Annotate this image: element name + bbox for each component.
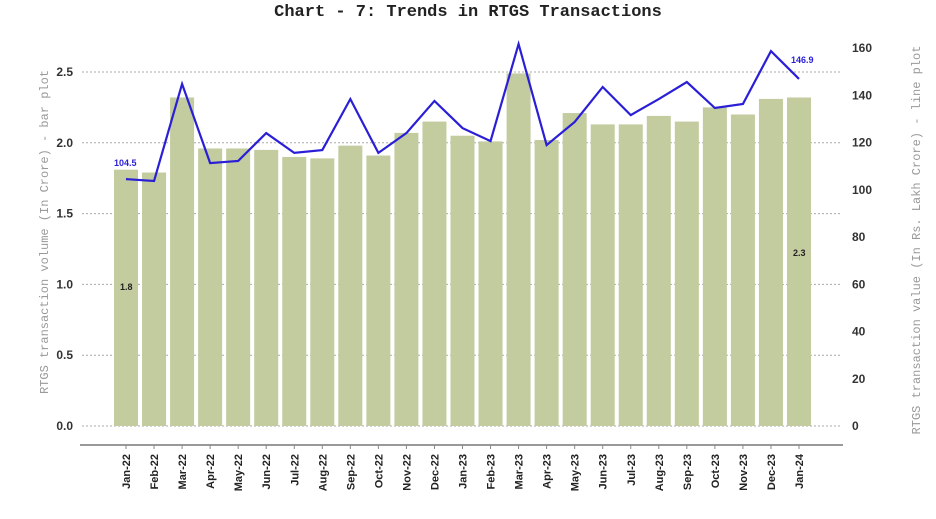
left-tick-label: 1.5 <box>56 207 73 221</box>
left-tick-label: 1.0 <box>56 277 73 291</box>
left-tick-label: 2.0 <box>56 136 73 150</box>
left-axis-ticks: 0.0 0.5 1.0 1.5 2.0 2.5 <box>56 65 73 433</box>
x-tick-label: Dec-23 <box>766 454 778 490</box>
x-tick-label: Mar-22 <box>177 454 189 489</box>
right-axis-ticks: 0 20 40 60 80 100 120 140 160 <box>852 41 872 433</box>
bar-Aug-23 <box>646 115 671 427</box>
x-tick-label: Feb-23 <box>486 454 498 489</box>
bar-Nov-23 <box>730 114 755 426</box>
bar-Jul-22 <box>282 156 307 426</box>
right-tick-label: 140 <box>852 88 872 102</box>
data-label: 2.3 <box>793 248 806 258</box>
x-tick-label: Apr-22 <box>205 454 217 489</box>
x-tick-label: Sep-23 <box>682 454 694 490</box>
bar-Jan-22 <box>114 169 138 427</box>
x-tick-label: Jan-22 <box>121 454 133 489</box>
bar-Sep-22 <box>338 145 363 426</box>
right-tick-label: 160 <box>852 41 872 55</box>
x-tick-label: Jun-23 <box>598 454 610 489</box>
bar-Jul-23 <box>618 124 643 426</box>
bar-Aug-22 <box>310 158 335 426</box>
bar-Jan-23 <box>450 135 475 426</box>
bar-May-22 <box>226 148 251 427</box>
bar-Nov-22 <box>394 132 419 426</box>
bar-Dec-22 <box>422 121 447 426</box>
right-tick-label: 60 <box>852 277 866 291</box>
bar-Dec-23 <box>758 98 783 427</box>
bar-Jun-23 <box>590 124 615 426</box>
bar-Feb-23 <box>478 141 503 426</box>
x-tick-label: Dec-22 <box>429 454 441 490</box>
bar-Feb-22 <box>142 172 167 426</box>
x-tick-label: Apr-23 <box>542 454 554 489</box>
bar-Oct-23 <box>702 107 727 427</box>
right-tick-label: 40 <box>852 325 866 339</box>
x-tick-label: Mar-23 <box>514 454 526 489</box>
right-tick-label: 100 <box>852 183 872 197</box>
x-tick-label: May-23 <box>570 454 582 491</box>
x-tick-label: Feb-22 <box>149 454 161 489</box>
bar-May-23 <box>562 113 587 427</box>
data-label: 1.8 <box>120 282 133 292</box>
x-tick-label: Jul-22 <box>289 454 301 486</box>
right-tick-label: 20 <box>852 372 866 386</box>
data-labels: 104.5 146.9 1.8 2.3 <box>114 55 814 292</box>
left-tick-label: 0.5 <box>56 348 73 362</box>
bar-Jun-22 <box>254 149 279 426</box>
bar-Apr-22 <box>198 148 223 427</box>
x-tick-label: Oct-23 <box>710 454 722 488</box>
right-tick-label: 80 <box>852 230 866 244</box>
x-tick-label: Aug-22 <box>317 454 329 491</box>
x-tick-label: Sep-22 <box>345 454 357 490</box>
x-tick-label: Jan-24 <box>794 453 806 489</box>
left-tick-label: 2.5 <box>56 65 73 79</box>
chart-title: Chart - 7: Trends in RTGS Transactions <box>274 3 662 22</box>
right-tick-label: 120 <box>852 136 872 150</box>
bar-Sep-23 <box>674 121 699 426</box>
x-tick-label: Nov-22 <box>401 454 413 491</box>
right-tick-label: 0 <box>852 419 859 433</box>
bar-Mar-22 <box>170 97 195 426</box>
line-series-value <box>125 39 800 183</box>
x-tick-label: May-22 <box>233 454 245 491</box>
bar-Jan-24 <box>787 97 811 426</box>
bar-Oct-22 <box>366 155 391 426</box>
bar-Mar-23 <box>506 73 531 426</box>
x-tick-label: Aug-23 <box>654 454 666 491</box>
x-tick-label: Jan-23 <box>458 454 470 489</box>
bar-Apr-23 <box>534 139 559 426</box>
x-tick-label: Jul-23 <box>626 454 638 486</box>
data-label: 146.9 <box>791 55 814 65</box>
bar-series-volume <box>114 73 811 427</box>
x-tick-label: Oct-22 <box>373 454 385 488</box>
data-label: 104.5 <box>114 158 137 168</box>
x-tick-label: Jun-22 <box>261 454 273 489</box>
x-axis: Jan-22 Feb-22 Mar-22 Apr-22 May-22 Jun-22 Jul-… <box>80 444 843 491</box>
x-tick-label: Nov-23 <box>738 454 750 491</box>
left-tick-label: 0.0 <box>56 419 73 433</box>
